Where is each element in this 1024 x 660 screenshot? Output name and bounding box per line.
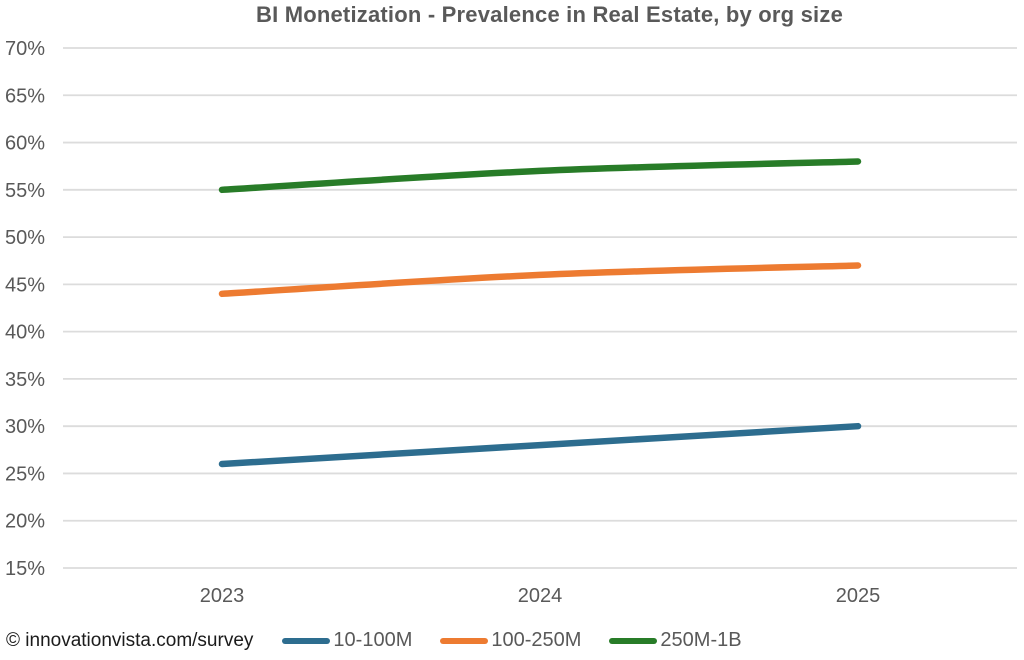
legend-label: 10-100M <box>333 629 413 651</box>
source-attribution: © innovationvista.com/survey <box>6 630 254 651</box>
legend-item-10-100m: 10-100M <box>282 629 412 652</box>
y-axis-tick: 30% <box>5 416 45 438</box>
y-axis-tick: 40% <box>5 322 45 344</box>
series-line-250m-1b <box>218 158 862 194</box>
y-axis-tick: 45% <box>5 274 45 296</box>
y-axis-tick: 60% <box>5 133 45 155</box>
y-axis-tick: 20% <box>5 511 45 533</box>
y-axis-tick: 70% <box>5 38 45 60</box>
y-axis-tick: 50% <box>5 227 45 249</box>
series-line-100-250m <box>218 262 862 298</box>
y-axis-tick: 25% <box>5 463 45 485</box>
y-axis-tick: 15% <box>5 558 45 580</box>
legend-label: 250M-1B <box>660 629 742 651</box>
line-chart: 15% 20% 25% 30% 35% 40% 45% 50% 55% 60% 65% 70% 2023… <box>5 38 1017 607</box>
legend-label: 100-250M <box>491 629 582 651</box>
chart-title: BI Monetization - Prevalence in Real Est… <box>255 2 844 27</box>
legend: 10-100M 100-250M 250M-1B <box>0 629 1024 652</box>
series-line-10-100m <box>218 422 862 468</box>
x-axis-tick: 2025 <box>836 585 881 607</box>
y-axis-tick: 65% <box>5 85 45 107</box>
y-axis-tick: 55% <box>5 180 45 202</box>
legend-swatch-icon <box>440 637 489 644</box>
x-axis-tick: 2024 <box>518 585 563 607</box>
legend-item-100-250m: 100-250M <box>440 629 581 652</box>
legend-item-250m-1b: 250M-1B <box>609 629 742 652</box>
y-axis-tick: 35% <box>5 369 45 391</box>
legend-swatch-icon <box>609 637 658 644</box>
x-axis-tick: 2023 <box>200 585 245 607</box>
legend-swatch-icon <box>282 637 331 644</box>
